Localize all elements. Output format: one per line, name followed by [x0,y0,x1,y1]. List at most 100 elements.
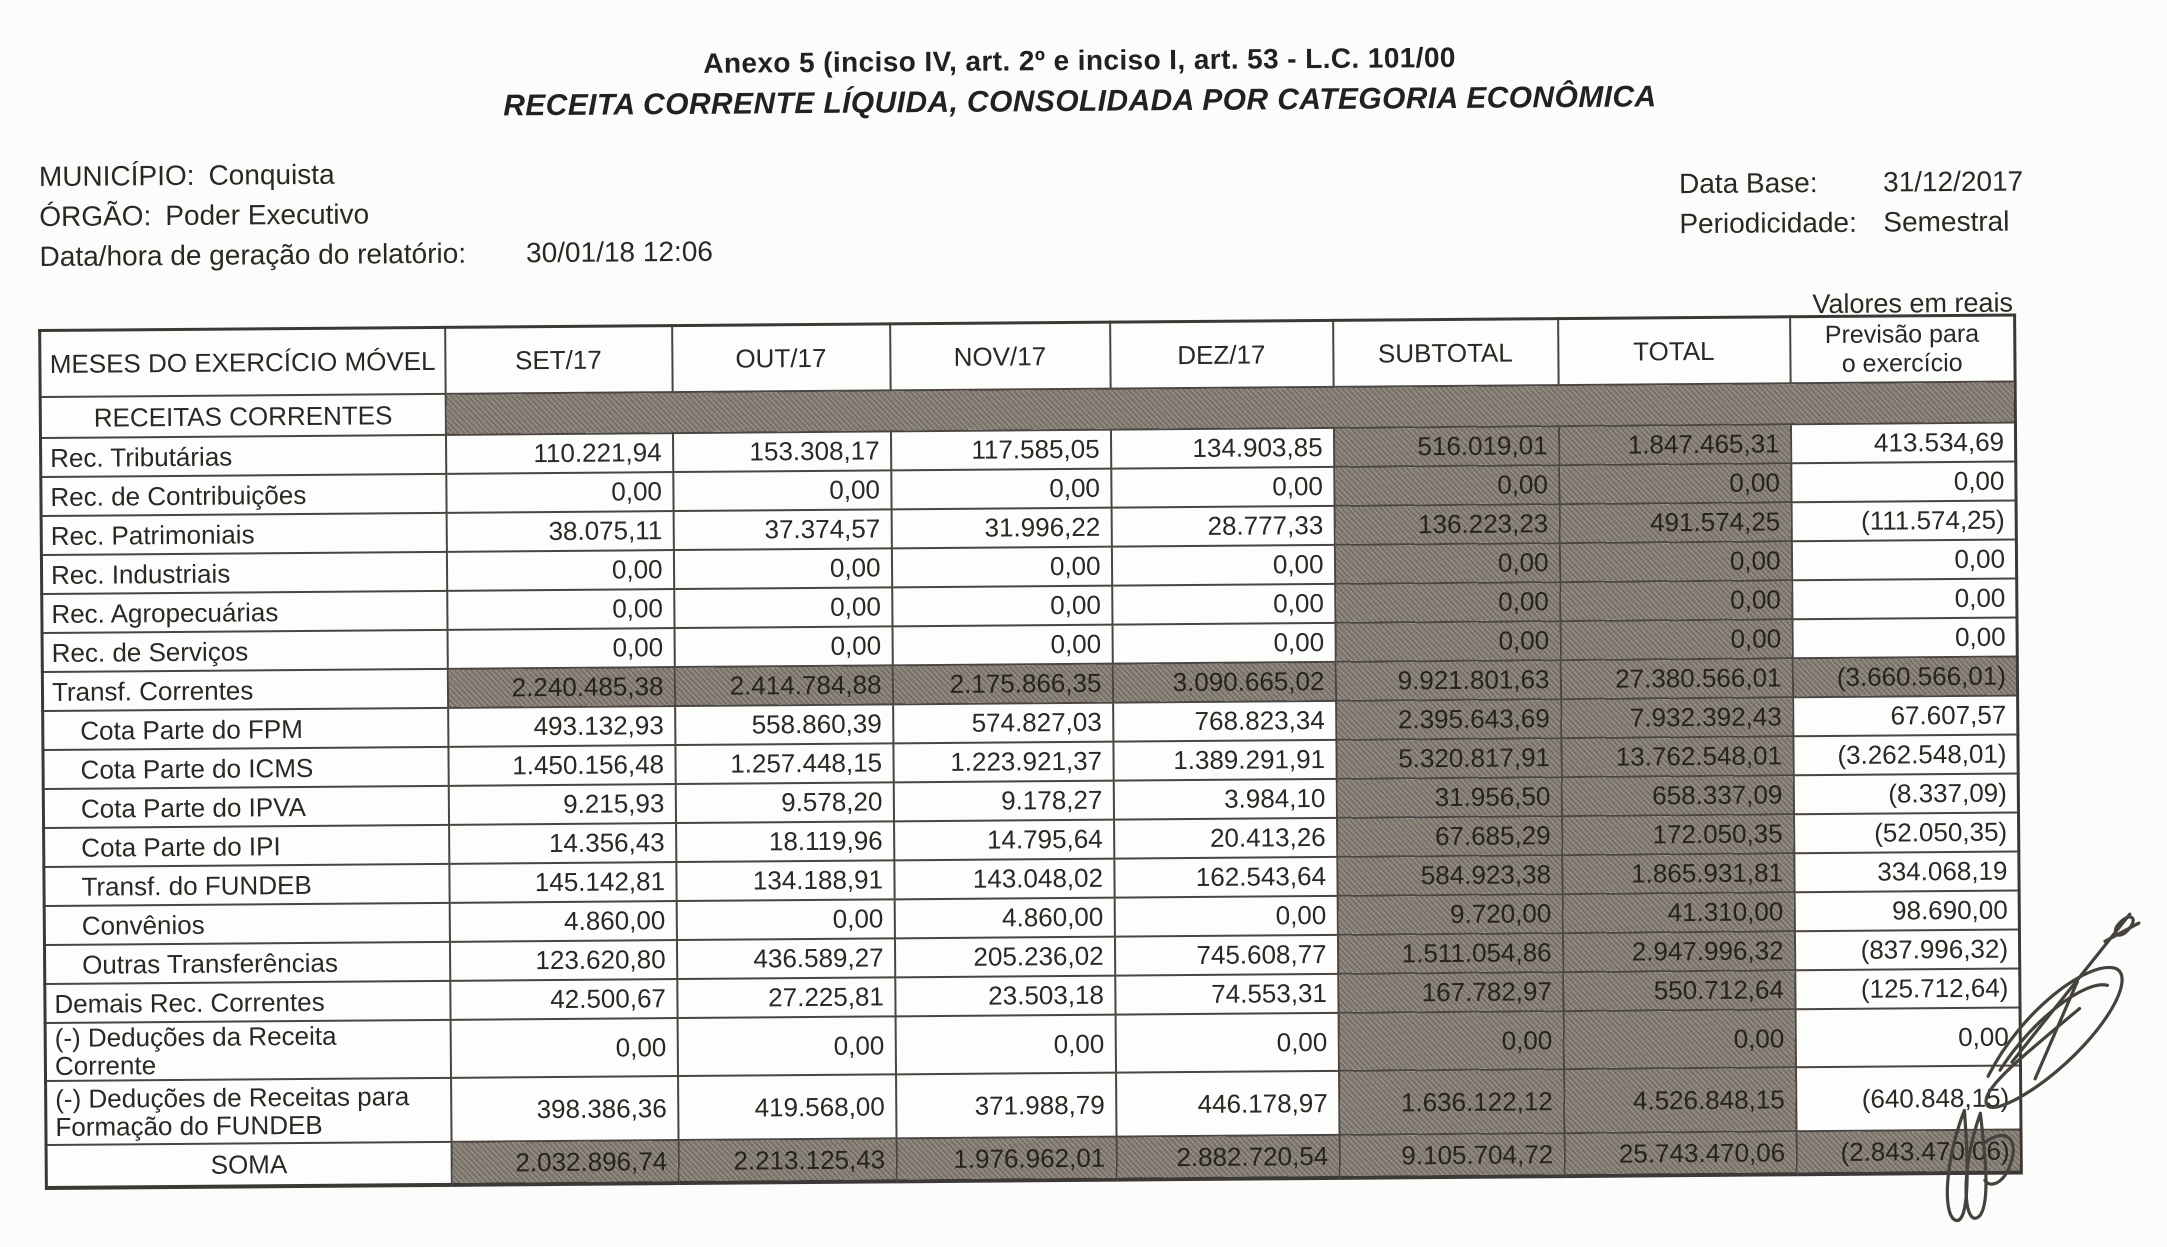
value-cell: 745.608,77 [1114,934,1338,976]
value-cell: 0,00 [673,548,892,590]
orgao-row: ÓRGÃO: Poder Executivo [39,192,713,237]
col-header-subtotal: SUBTOTAL [1332,318,1559,387]
row-label: (-) Deduções da Receita Corrente [45,1019,451,1082]
value-cell: 38.075,11 [446,511,674,552]
value-cell: 0,00 [676,899,895,941]
value-cell: 0,00 [1563,1009,1796,1070]
value-cell: 9.578,20 [675,782,894,824]
value-cell: 398.386,36 [450,1076,679,1142]
value-cell: 0,00 [1559,580,1792,622]
col-header-previsao: Previsão para o exercício [1789,315,2016,384]
row-label: Outras Transferências [44,941,450,985]
value-cell: 2.947.996,32 [1562,931,1795,973]
col-header-set17: SET/17 [444,325,673,394]
value-cell: 1.511.054,86 [1337,933,1563,974]
value-cell: 31.996,22 [891,507,1112,549]
value-cell: 117.585,05 [890,429,1111,471]
value-cell: 0,00 [1791,578,2017,620]
value-cell: 42.500,67 [449,979,678,1020]
row-label: Transf. do FUNDEB [43,863,450,907]
row-label: Convênios [44,902,450,946]
table-body: RECEITAS CORRENTES Rec. Tributárias 110.2… [40,381,2022,1189]
value-cell: 67.607,57 [1792,695,2018,737]
value-cell: 0,00 [1559,619,1793,661]
value-cell: 0,00 [1111,544,1335,586]
value-cell: (52.050,35) [1793,812,2019,854]
database-label: Data Base: [1678,167,1818,200]
value-cell: 74.553,31 [1114,973,1339,1015]
value-cell: 41.310,00 [1562,892,1795,934]
value-cell: 2.882.720,54 [1116,1134,1340,1180]
value-cell: 1.636.122,12 [1338,1069,1565,1135]
value-cell: 167.782,97 [1337,972,1564,1013]
value-cell: 371.988,79 [895,1072,1117,1139]
value-cell: 0,00 [1558,463,1792,505]
report-info-right: Data Base: 31/12/2017 Periodicidade: Semes… [1679,161,2024,244]
value-cell: 4.526.848,15 [1563,1067,1796,1134]
value-cell: 334.068,19 [1793,851,2020,893]
value-cell: 0,00 [1790,461,2017,503]
value-cell: 0,00 [891,585,1112,627]
value-cell: 18.119,96 [675,821,894,863]
value-cell: 0,00 [1334,621,1561,662]
value-cell: (3.660.566,01) [1792,656,2018,698]
row-label: Transf. Correntes [42,668,448,712]
value-cell: 0,00 [673,587,893,629]
row-label: Cota Parte do ICMS [42,746,449,790]
value-cell: 1.450.156,48 [447,745,676,786]
section-label: RECEITAS CORRENTES [40,393,446,439]
value-cell: 9.921.801,63 [1335,660,1561,701]
periodicity-row: Periodicidade: Semestral [1679,201,2023,244]
value-cell: (8.337,09) [1793,773,2019,815]
value-cell: 7.932.392,43 [1560,697,1793,739]
value-cell: 558.860,39 [674,704,893,746]
row-label: Rec. de Contribuições [40,473,447,517]
value-cell: 0,00 [1334,543,1560,584]
value-cell: 136.223,23 [1334,504,1560,545]
row-label: Rec. Tributárias [40,434,446,478]
value-cell: 134.903,85 [1110,427,1334,469]
value-cell: 172.050,35 [1561,814,1794,856]
generated-row: Data/hora de geração do relatório: 30/01/… [39,232,713,277]
row-label: (-) Deduções de Receitas para Formação d… [45,1077,452,1146]
value-cell: 0,00 [450,1018,678,1078]
value-cell: 14.795,64 [893,819,1114,861]
value-cell: 153.308,17 [672,431,891,473]
value-cell: 0,00 [895,1014,1116,1075]
value-cell: 0,00 [447,628,675,669]
value-cell: 0,00 [1334,582,1560,623]
value-cell: 493.132,93 [447,706,675,747]
value-cell: 516.019,01 [1333,426,1559,467]
periodicity-value: Semestral [1883,205,2010,238]
value-cell: 0,00 [674,626,893,668]
value-cell: 5.320.817,91 [1335,738,1562,779]
value-cell: 574.827,03 [892,702,1113,744]
value-cell: 25.743.470,06 [1564,1131,1797,1177]
row-label: Cota Parte do IPVA [43,785,449,829]
value-cell: 27.380.566,01 [1560,658,1793,700]
value-cell: 2.414.784,88 [674,665,893,707]
value-cell: 413.534,69 [1790,422,2016,464]
value-cell: 143.048,02 [893,858,1115,900]
municipio-label: MUNICÍPIO: [38,159,195,193]
col-header-meses: MESES DO EXERCÍCIO MÓVEL [39,327,446,398]
value-cell: 0,00 [1111,622,1336,664]
row-label: Cota Parte do FPM [42,707,448,751]
value-cell: 31.956,50 [1336,777,1562,818]
value-cell: 0,00 [1111,583,1335,625]
value-cell: 1.257.448,15 [674,743,894,785]
value-cell: 2.395.643,69 [1335,699,1561,740]
value-cell: 0,00 [677,1016,896,1077]
value-cell: 1.847.465,31 [1558,424,1791,466]
value-cell: 1.865.931,81 [1561,853,1795,895]
value-cell: 0,00 [890,468,1112,510]
generated-label: Data/hora de geração do relatório: [39,237,467,273]
value-cell: 0,00 [445,472,674,513]
value-cell: 1.976.962,01 [896,1136,1117,1182]
report-title: Anexo 5 (inciso IV, art. 2º e inciso I, … [0,36,2163,127]
signature-loop-outer [1984,965,2124,1109]
database-value: 31/12/2017 [1882,165,2024,198]
municipio-value: Conquista [208,158,335,191]
